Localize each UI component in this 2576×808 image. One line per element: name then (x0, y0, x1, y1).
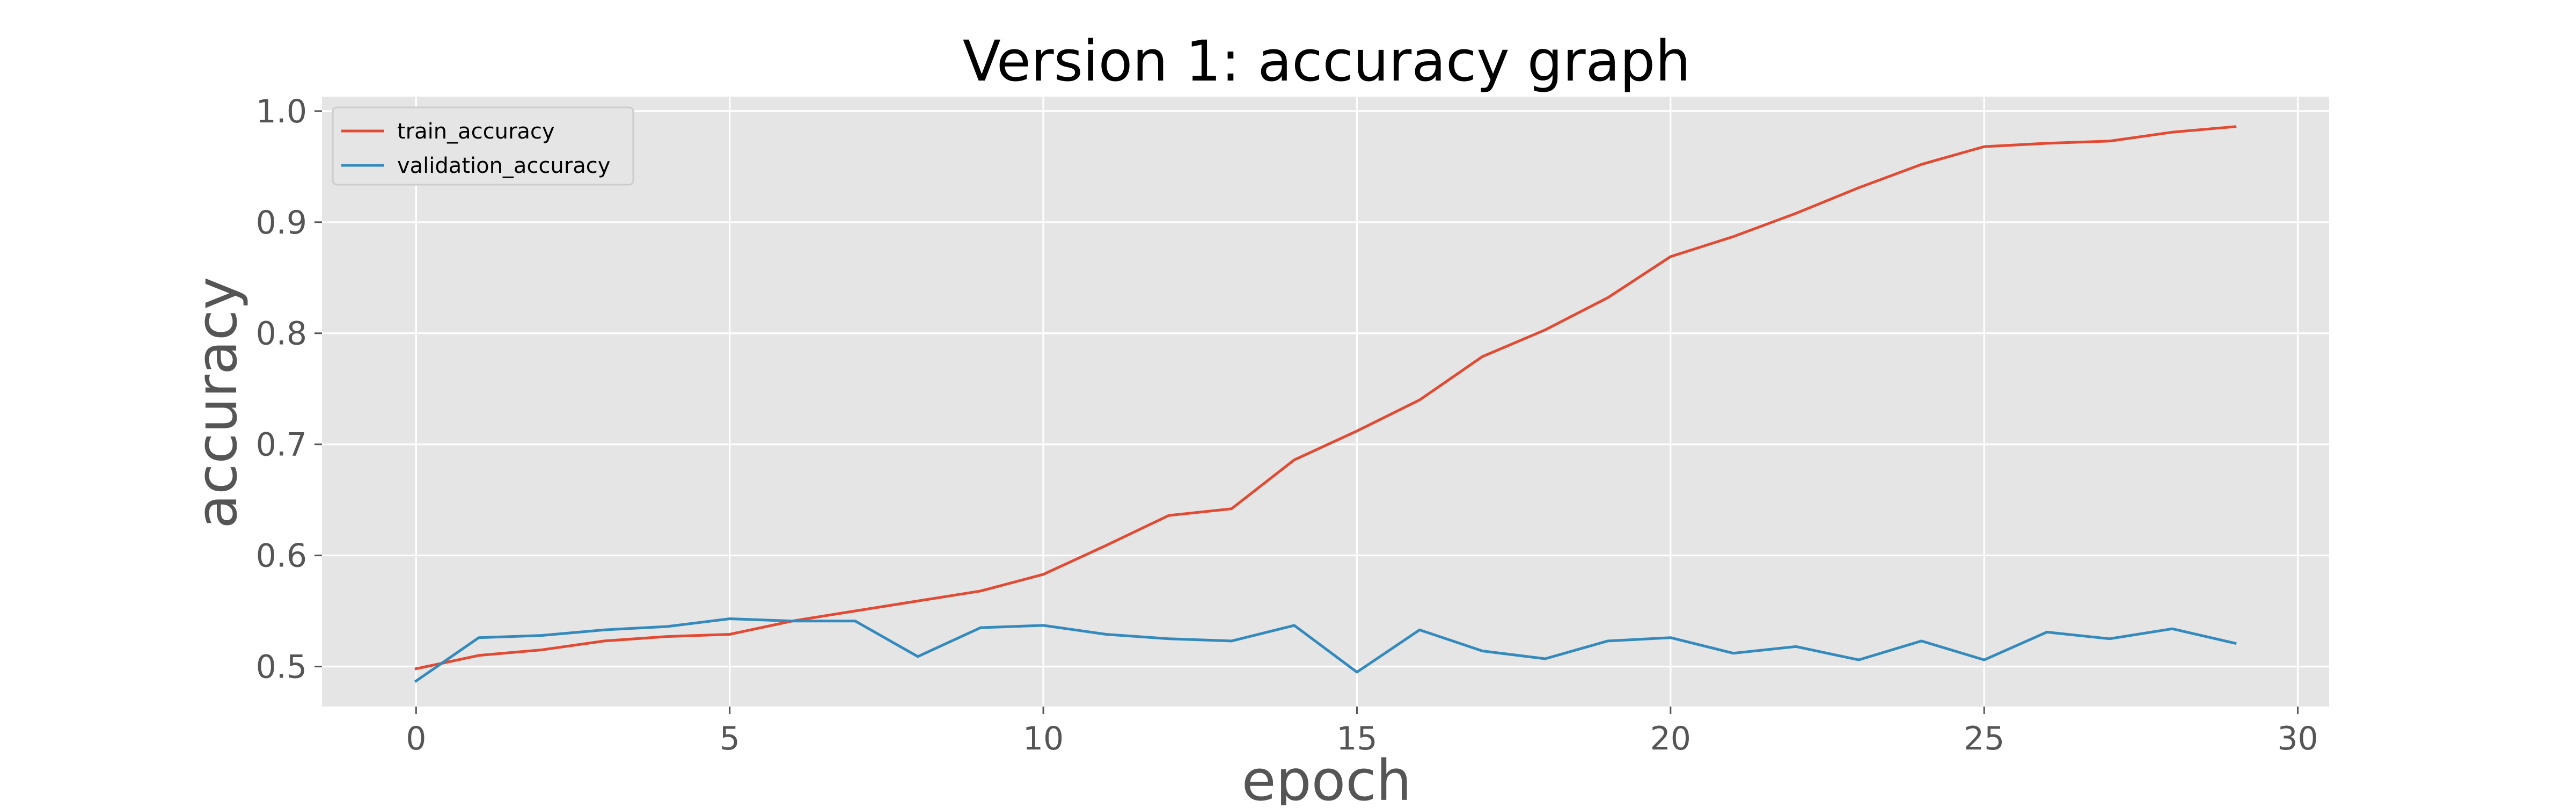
legend-label: validation_accuracy (397, 154, 610, 178)
x-tick-label: 25 (1964, 720, 2004, 758)
y-tick-label: 0.7 (256, 426, 307, 464)
y-tick-label: 1.0 (256, 93, 307, 130)
x-tick-label: 0 (406, 720, 426, 758)
legend-box (332, 106, 634, 186)
y-tick-label: 0.5 (256, 649, 307, 686)
y-axis-label: accuracy (184, 276, 250, 528)
y-tick-label: 0.6 (256, 537, 307, 575)
plot-background (322, 97, 2329, 707)
x-tick-label: 15 (1336, 720, 1377, 758)
series-line-train-accuracy (414, 125, 2237, 671)
chart-title: Version 1: accuracy graph (963, 28, 1690, 94)
plot-area: 0 5 10 15 20 25 30 0.5 0.6 0.7 0.8 0.9 1.0 train_accu… (256, 93, 2329, 758)
x-tick-label: 10 (1023, 720, 1064, 758)
x-tick-label: 20 (1650, 720, 1691, 758)
x-axis-label: epoch (1242, 748, 1412, 805)
series-line-validation-accuracy (414, 617, 2237, 683)
y-tick-label: 0.8 (256, 315, 307, 353)
y-tick-label: 0.9 (256, 204, 307, 242)
x-tick-label: 30 (2277, 720, 2318, 758)
legend-label: train_accuracy (397, 119, 555, 144)
x-tick-label: 5 (720, 720, 740, 758)
